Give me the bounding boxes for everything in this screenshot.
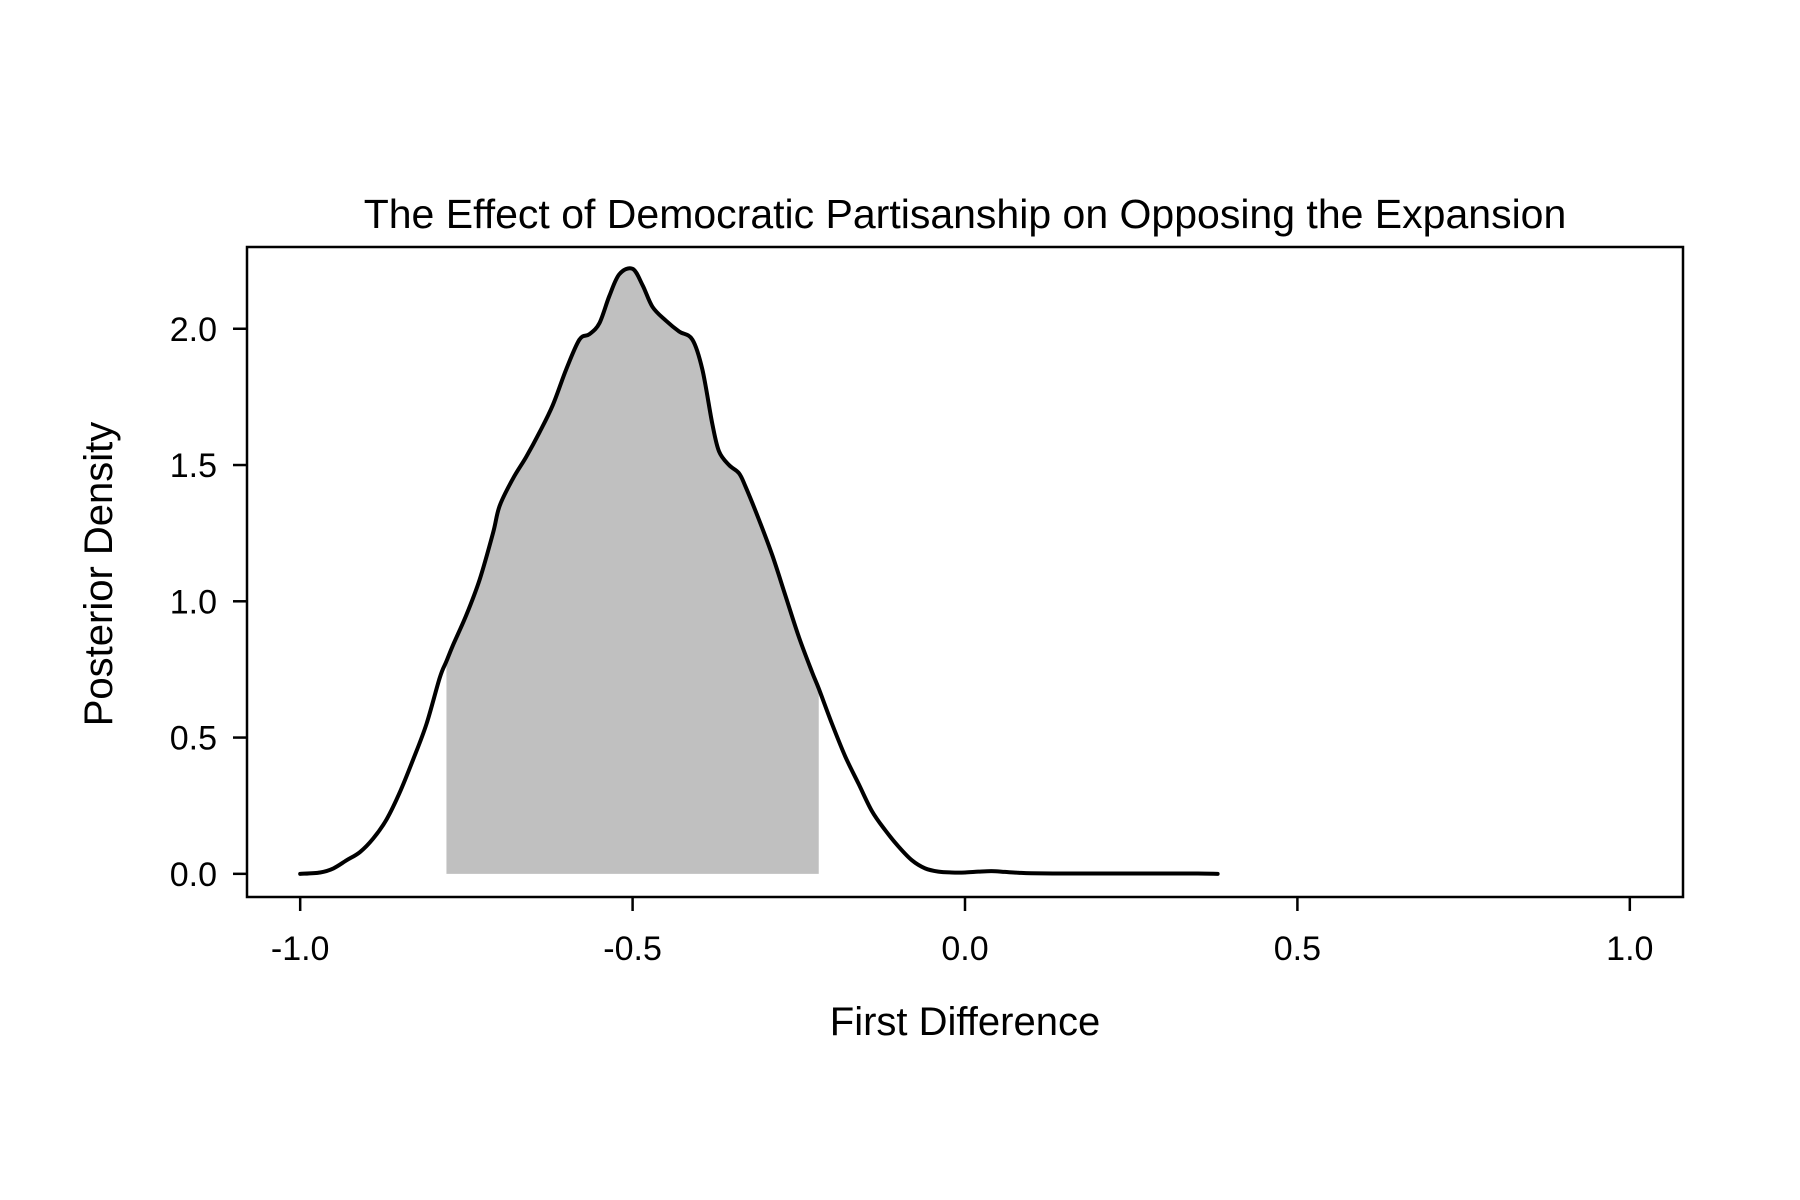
x-tick-label: -0.5 (603, 930, 662, 968)
x-tick-label: 1.0 (1606, 930, 1653, 968)
y-axis: 0.0 0.5 1.0 1.5 2.0 (170, 311, 247, 894)
x-axis-title: First Difference (830, 1000, 1100, 1044)
density-curve (298, 266, 1220, 876)
y-tick-label: 0.5 (170, 720, 217, 758)
y-tick-label: 1.5 (170, 447, 217, 485)
y-axis-title: Posterior Density (77, 422, 121, 727)
chart-title: The Effect of Democratic Partisanship on… (364, 191, 1567, 237)
x-tick-label: -1.0 (271, 930, 330, 968)
shaded-interval-area (446, 268, 819, 874)
x-tick-label: 0.0 (941, 930, 988, 968)
y-tick-label: 2.0 (170, 311, 217, 349)
x-tick-label: 0.5 (1274, 930, 1321, 968)
plot-area (245, 245, 1685, 899)
y-tick-label: 0.0 (170, 856, 217, 894)
y-tick-label: 1.0 (170, 583, 217, 621)
x-axis: -1.0 -0.5 0.0 0.5 1.0 (271, 897, 1653, 968)
